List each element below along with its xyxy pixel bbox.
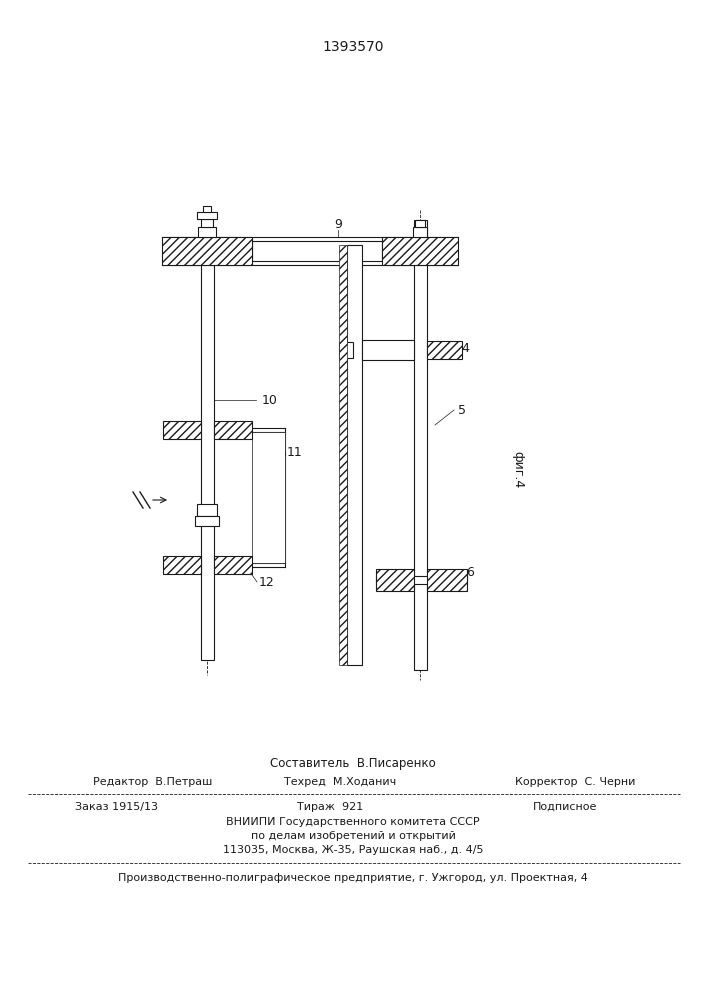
Text: 4: 4 (461, 342, 469, 355)
Text: фиг.4: фиг.4 (511, 451, 525, 489)
Bar (214, 556, 252, 574)
Text: Составитель  В.Писаренко: Составитель В.Писаренко (270, 758, 436, 770)
Bar (362, 340, 414, 360)
Bar (162, 237, 252, 265)
Bar (197, 504, 217, 516)
Bar (214, 421, 252, 439)
Text: Техред  М.Ходанич: Техред М.Ходанич (284, 777, 396, 787)
Text: Редактор  В.Петраш: Редактор В.Петраш (93, 777, 212, 787)
Text: 6: 6 (466, 566, 474, 578)
Bar (413, 227, 427, 237)
Bar (163, 556, 201, 574)
Bar (382, 237, 458, 265)
Bar (198, 227, 216, 237)
Bar (375, 569, 414, 591)
Bar (252, 432, 285, 563)
Text: Производственно-полиграфическое предприятие, г. Ужгород, ул. Проектная, 4: Производственно-полиграфическое предприя… (118, 873, 588, 883)
Bar (415, 220, 425, 227)
Text: Подписное: Подписное (533, 802, 597, 812)
Text: 10: 10 (262, 393, 278, 406)
Text: 9: 9 (334, 219, 342, 232)
Text: Заказ 1915/13: Заказ 1915/13 (75, 802, 158, 812)
Text: 1393570: 1393570 (322, 40, 384, 54)
Text: Корректор  С. Черни: Корректор С. Черни (515, 777, 635, 787)
Text: ВНИИПИ Государственного комитета СССР: ВНИИПИ Государственного комитета СССР (226, 817, 480, 827)
Bar (163, 421, 201, 439)
Text: 113035, Москва, Ж-35, Раушская наб., д. 4/5: 113035, Москва, Ж-35, Раушская наб., д. … (223, 845, 484, 855)
Text: Тираж  921: Тираж 921 (297, 802, 363, 812)
Text: 11: 11 (287, 446, 303, 458)
Bar (426, 569, 467, 591)
Bar (252, 241, 382, 261)
Text: 12: 12 (259, 576, 275, 588)
Text: по делам изобретений и открытий: по делам изобретений и открытий (250, 831, 455, 841)
Bar (347, 245, 362, 665)
Bar (201, 219, 213, 227)
Text: 5: 5 (458, 403, 466, 416)
Bar (426, 341, 462, 359)
Bar (339, 245, 347, 665)
Bar (195, 516, 219, 526)
Bar (201, 230, 214, 660)
Bar (197, 212, 217, 219)
Bar (375, 576, 467, 584)
Bar (414, 220, 426, 670)
Bar (339, 342, 353, 358)
Bar (203, 206, 211, 212)
